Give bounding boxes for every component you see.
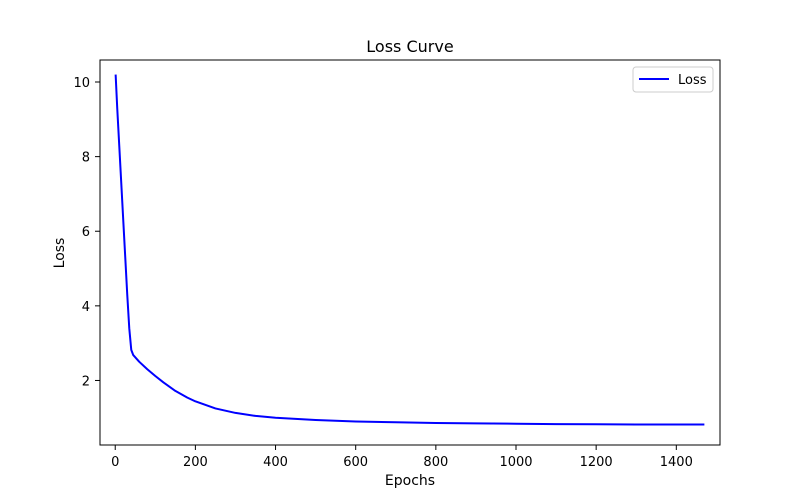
y-tick-label: 6 xyxy=(82,225,90,240)
x-tick-label: 200 xyxy=(183,455,208,470)
y-tick-label: 8 xyxy=(82,151,90,166)
y-axis-title: Loss xyxy=(52,238,68,269)
y-tick-label: 2 xyxy=(82,374,90,389)
series-layer xyxy=(114,74,705,426)
plot-area xyxy=(99,59,721,446)
x-tick-label: 800 xyxy=(423,455,448,470)
x-axis-title: Epochs xyxy=(385,473,435,489)
loss-series-line xyxy=(114,74,705,426)
x-tick-label: 1000 xyxy=(499,455,532,470)
x-tick-label: 1200 xyxy=(580,455,613,470)
legend-box xyxy=(632,66,714,93)
y-axis-ticks: 2 4 6 8 10 xyxy=(73,76,100,389)
x-tick-label: 1400 xyxy=(660,455,693,470)
x-tick-label: 0 xyxy=(111,455,119,470)
x-tick-label: 600 xyxy=(343,455,368,470)
legend: Loss xyxy=(632,66,714,93)
y-tick-label: 4 xyxy=(82,300,90,315)
chart-title: Loss Curve xyxy=(366,37,453,56)
legend-label-loss: Loss xyxy=(678,73,707,88)
x-axis-ticks: 0 200 400 600 800 1000 1200 1400 xyxy=(111,445,693,470)
y-tick-label: 10 xyxy=(73,76,90,91)
x-tick-label: 400 xyxy=(263,455,288,470)
